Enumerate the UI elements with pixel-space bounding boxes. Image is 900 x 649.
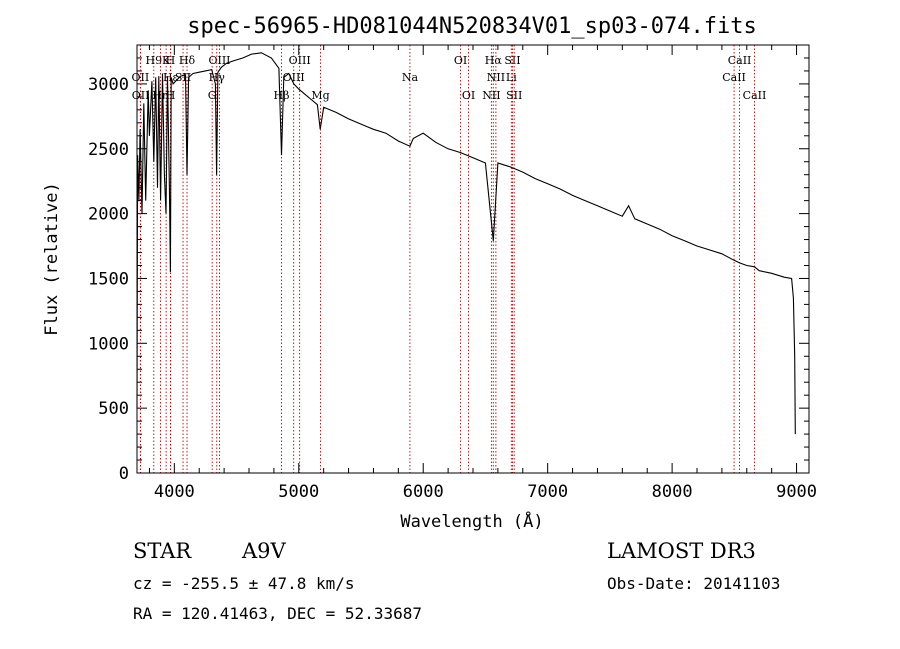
- line-label: SII: [506, 89, 522, 102]
- object-class: STAR: [133, 539, 192, 563]
- x-tick-label: 6000: [403, 482, 444, 502]
- observation-date: Obs-Date: 20141103: [607, 574, 780, 593]
- spectrum-line: [136, 52, 796, 435]
- line-label: OIII: [283, 71, 305, 84]
- line-label: CaII: [722, 71, 746, 84]
- line-label: Hα: [485, 54, 503, 67]
- line-label: H9: [146, 54, 163, 67]
- y-tick-label: 0: [119, 464, 129, 484]
- object-subclass: A9V: [241, 539, 287, 563]
- x-tick-label: 8000: [652, 482, 693, 502]
- line-label: CaII: [728, 54, 752, 67]
- line-label: Mg: [311, 89, 329, 102]
- x-tick-label: 4000: [154, 482, 195, 502]
- line-label: Hβ: [274, 89, 290, 102]
- y-tick-label: 1000: [88, 334, 129, 354]
- line-label: SII: [504, 54, 520, 67]
- line-label: Na: [402, 71, 419, 84]
- line-label: OIII: [289, 54, 311, 67]
- chart-title: spec-56965-HD081044N520834V01_sp03-074.f…: [187, 14, 757, 39]
- y-axis-label: Flux (relative): [42, 182, 62, 336]
- line-label: Hδ: [179, 54, 196, 67]
- line-label: G: [208, 89, 217, 102]
- y-tick-label: 2000: [88, 205, 129, 225]
- line-label: OI: [454, 54, 467, 67]
- x-axis-label: Wavelength (Å): [400, 510, 543, 532]
- y-tick-label: 500: [98, 399, 129, 419]
- line-label: OI: [462, 89, 475, 102]
- line-label: NII: [487, 71, 505, 84]
- y-tick-label: 1500: [88, 269, 129, 289]
- line-label: NII: [482, 89, 500, 102]
- line-label: Li: [506, 71, 517, 84]
- x-tick-label: 9000: [776, 482, 817, 502]
- line-label: SII: [175, 71, 191, 84]
- line-label: CaII: [743, 89, 767, 102]
- y-axis: 0 500 1000 1500 2000 2500 3000: [88, 57, 809, 484]
- line-label: Hγ: [209, 71, 226, 84]
- y-tick-label: 3000: [88, 75, 129, 95]
- x-axis: 4000 5000 6000 7000 8000 9000: [148, 45, 817, 502]
- y-tick-label: 2500: [88, 140, 129, 160]
- survey-name: LAMOST DR3: [607, 539, 756, 563]
- redshift-cz: cz = -255.5 ± 47.8 km/s: [133, 574, 355, 593]
- line-label: OII: [132, 89, 150, 102]
- coordinates: RA = 120.41463, DEC = 52.33687: [133, 604, 422, 623]
- line-label: K: [162, 54, 171, 67]
- x-tick-label: 7000: [527, 482, 568, 502]
- plot-frame: [136, 44, 810, 474]
- x-tick-label: 5000: [278, 482, 319, 502]
